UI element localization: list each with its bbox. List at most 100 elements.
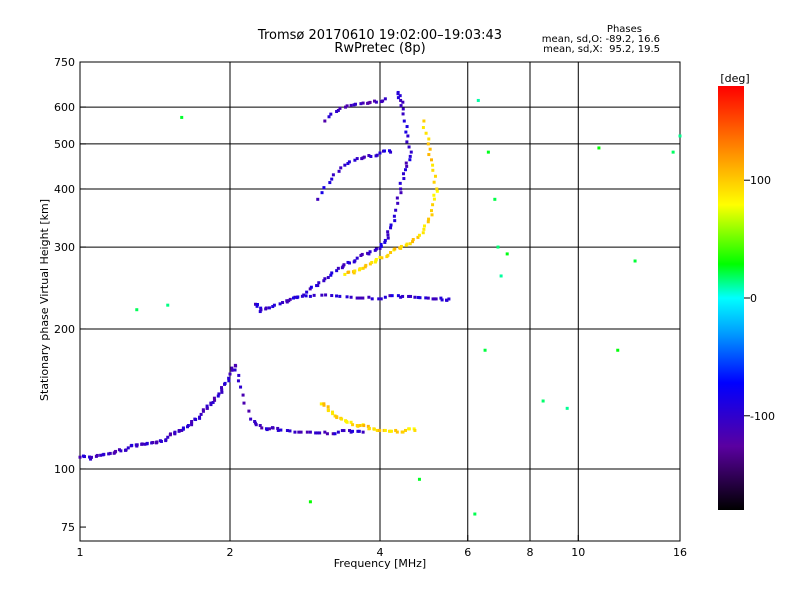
data-point bbox=[399, 104, 403, 108]
data-point bbox=[308, 287, 312, 291]
series-6 bbox=[323, 97, 387, 123]
data-point bbox=[293, 430, 297, 434]
data-point bbox=[333, 432, 337, 436]
data-point bbox=[349, 295, 353, 299]
x-tick-label: 8 bbox=[527, 546, 534, 559]
data-point bbox=[404, 161, 408, 165]
data-point bbox=[368, 250, 372, 254]
data-point bbox=[272, 303, 276, 307]
data-point bbox=[424, 131, 428, 135]
data-point bbox=[386, 253, 390, 257]
data-point bbox=[375, 428, 379, 432]
y-axis-ticks: 75 100 200 300 400 500 600 750 bbox=[54, 56, 86, 534]
data-point bbox=[209, 401, 213, 405]
colorbar-unit: [deg] bbox=[720, 72, 749, 85]
data-point bbox=[338, 294, 342, 298]
data-point bbox=[389, 429, 393, 433]
data-point bbox=[216, 394, 220, 398]
data-point bbox=[278, 302, 282, 306]
data-points bbox=[78, 90, 682, 516]
data-point bbox=[496, 245, 500, 249]
data-point bbox=[409, 294, 413, 298]
data-point bbox=[431, 297, 435, 301]
data-point bbox=[405, 164, 409, 168]
data-point bbox=[426, 296, 430, 300]
grid-lines bbox=[80, 62, 680, 541]
data-point bbox=[381, 99, 385, 103]
series-5 bbox=[316, 149, 393, 201]
data-point bbox=[320, 191, 324, 195]
data-point bbox=[145, 441, 149, 445]
data-point bbox=[404, 130, 408, 134]
data-point bbox=[314, 431, 318, 435]
data-point bbox=[258, 424, 262, 428]
data-point bbox=[305, 430, 309, 434]
data-point bbox=[361, 430, 365, 434]
data-point bbox=[399, 191, 403, 195]
data-point bbox=[361, 101, 365, 105]
data-point bbox=[335, 294, 339, 298]
chart-title: Tromsø 20170610 19:02:00–19:03:43 bbox=[257, 28, 503, 43]
data-point bbox=[291, 296, 295, 300]
data-point bbox=[357, 429, 361, 433]
data-point bbox=[380, 256, 384, 260]
data-point bbox=[383, 295, 387, 299]
data-point bbox=[394, 428, 398, 432]
data-point bbox=[205, 406, 209, 410]
data-point bbox=[335, 416, 339, 420]
data-point bbox=[340, 417, 344, 421]
data-point bbox=[375, 153, 379, 157]
data-point bbox=[201, 408, 205, 412]
data-point bbox=[382, 149, 386, 153]
x-tick-label: 10 bbox=[571, 546, 585, 559]
data-point bbox=[220, 386, 224, 390]
data-point bbox=[312, 293, 316, 297]
series-2 bbox=[253, 90, 413, 314]
data-point bbox=[486, 150, 490, 154]
data-point bbox=[343, 272, 347, 276]
data-point bbox=[233, 363, 237, 367]
data-point bbox=[349, 103, 353, 107]
data-point bbox=[411, 240, 415, 244]
data-point bbox=[355, 256, 359, 260]
data-point bbox=[143, 442, 147, 446]
data-point bbox=[432, 180, 436, 184]
data-point bbox=[356, 424, 360, 428]
data-point bbox=[324, 293, 328, 297]
data-point bbox=[377, 297, 381, 301]
data-point bbox=[323, 430, 327, 434]
data-point bbox=[288, 297, 292, 301]
data-point bbox=[317, 281, 321, 285]
data-point bbox=[379, 297, 383, 301]
x-tick-label: 16 bbox=[673, 546, 687, 559]
data-point bbox=[124, 448, 128, 452]
data-point bbox=[220, 388, 224, 392]
data-point bbox=[396, 201, 400, 205]
data-point bbox=[362, 424, 366, 428]
x-tick-label: 2 bbox=[227, 546, 234, 559]
data-point bbox=[370, 260, 374, 264]
data-point bbox=[211, 400, 215, 404]
data-point bbox=[299, 430, 303, 434]
data-point bbox=[181, 426, 185, 430]
data-point bbox=[151, 440, 155, 444]
data-point bbox=[330, 177, 334, 181]
data-point bbox=[338, 106, 342, 110]
data-point bbox=[379, 242, 383, 246]
data-point bbox=[401, 100, 405, 104]
colorbar-tick-label: 0 bbox=[750, 292, 757, 305]
data-point bbox=[370, 297, 374, 301]
data-point bbox=[386, 233, 390, 237]
data-point bbox=[394, 208, 398, 212]
data-point bbox=[242, 401, 246, 405]
data-point bbox=[402, 177, 406, 181]
data-point bbox=[320, 293, 324, 297]
data-point bbox=[476, 98, 480, 102]
data-point bbox=[326, 409, 330, 413]
data-point bbox=[255, 304, 259, 308]
data-point bbox=[399, 98, 403, 102]
series-1 bbox=[319, 402, 417, 434]
data-point bbox=[308, 500, 312, 504]
data-point bbox=[330, 271, 334, 275]
data-point bbox=[130, 443, 134, 447]
